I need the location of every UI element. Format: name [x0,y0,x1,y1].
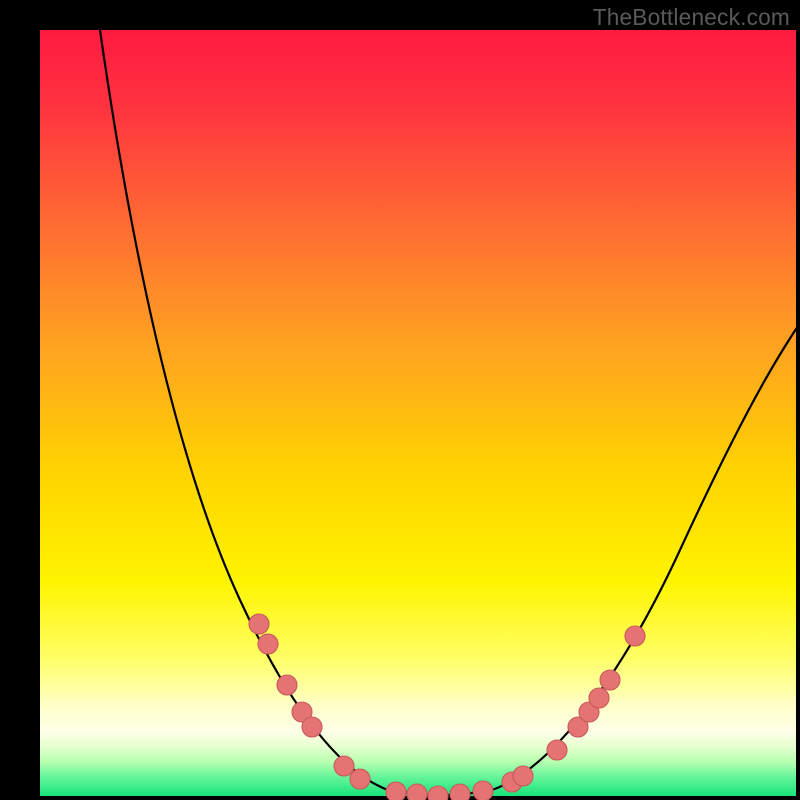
data-marker [407,784,427,800]
data-marker [625,626,645,646]
watermark-text: TheBottleneck.com [593,4,790,31]
data-marker [450,784,470,800]
data-marker [473,781,493,800]
data-marker [386,782,406,800]
data-marker [277,675,297,695]
data-marker [334,756,354,776]
curve-right [492,276,800,790]
plot-area [40,30,796,796]
data-marker [350,769,370,789]
data-marker [513,766,533,786]
data-marker [249,614,269,634]
data-marker [302,717,322,737]
data-marker [547,740,567,760]
data-marker [600,670,620,690]
data-marker [589,688,609,708]
curve-layer [40,30,796,796]
marker-group [249,614,645,800]
data-marker [258,634,278,654]
data-marker [428,786,448,800]
chart-stage: TheBottleneck.com [0,0,800,800]
curve-left [100,30,420,794]
